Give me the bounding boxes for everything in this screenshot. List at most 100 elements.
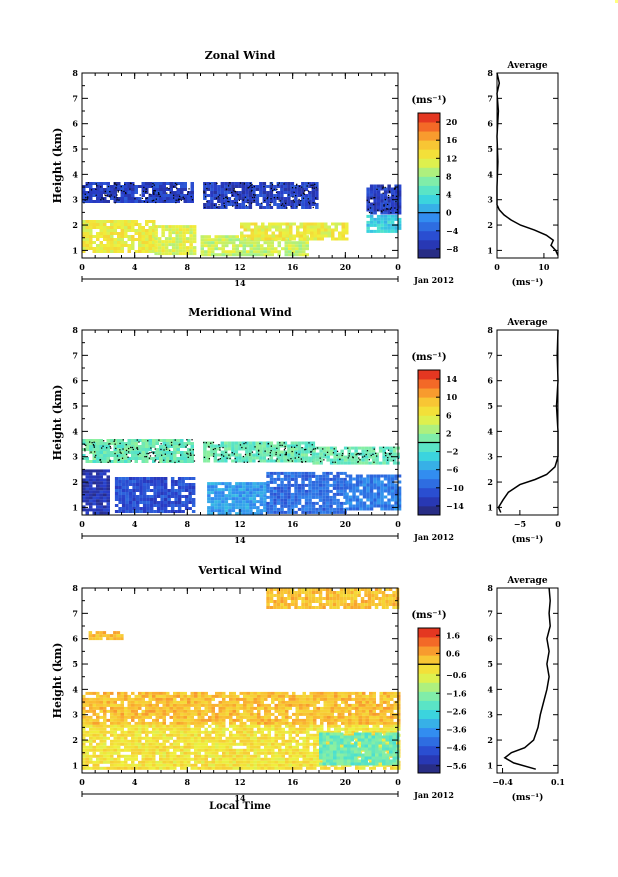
heatmap-cell <box>267 253 271 256</box>
heatmap-cell <box>100 244 104 247</box>
heatmap-cell <box>315 490 319 493</box>
heatmap-cell <box>368 447 372 450</box>
significance-dot <box>301 461 302 462</box>
heatmap-cell <box>86 200 90 203</box>
heatmap-cell <box>327 698 331 701</box>
heatmap-cell <box>273 481 277 484</box>
heatmap-cell <box>86 734 90 737</box>
heatmap-cell <box>317 226 321 229</box>
heatmap-cell <box>180 701 184 704</box>
heatmap-cell <box>135 755 139 758</box>
heatmap-cell <box>100 493 104 496</box>
heatmap-cell <box>107 250 111 253</box>
heatmap-cell <box>114 716 118 719</box>
significance-dot <box>158 194 159 195</box>
heatmap-cell <box>322 487 326 490</box>
heatmap-cell <box>157 492 161 495</box>
heatmap-cell <box>121 731 125 734</box>
heatmap-cell <box>211 509 215 512</box>
significance-dot <box>385 452 386 453</box>
heatmap-cell <box>117 223 121 226</box>
heatmap-cell <box>345 502 349 505</box>
heatmap-cell <box>128 731 132 734</box>
heatmap-cell <box>136 501 140 504</box>
heatmap-cell <box>207 485 211 488</box>
heatmap-cell <box>191 442 195 445</box>
heatmap-cell <box>173 698 177 701</box>
heatmap-cell <box>321 238 325 241</box>
heatmap-cell <box>184 755 188 758</box>
heatmap-cell <box>239 503 243 506</box>
heatmap-cell <box>243 247 247 250</box>
heatmap-cell <box>107 695 111 698</box>
significance-dot <box>221 454 222 455</box>
heatmap-cell <box>249 503 253 506</box>
heatmap-cell <box>239 506 243 509</box>
heatmap-cell <box>117 232 121 235</box>
heatmap-cell <box>193 237 197 240</box>
significance-dot <box>359 459 360 460</box>
heatmap-cell <box>302 247 306 250</box>
heatmap-cell <box>310 232 314 235</box>
heatmap-cell <box>129 507 133 510</box>
significance-dot <box>163 460 164 461</box>
heatmap-cell <box>89 226 93 229</box>
heatmap-cell <box>390 716 394 719</box>
heatmap-cell <box>156 764 160 767</box>
heatmap-cell <box>138 232 142 235</box>
heatmap-cell <box>132 495 136 498</box>
heatmap-cell <box>225 497 229 500</box>
significance-dot <box>168 188 169 189</box>
heatmap-cell <box>312 481 316 484</box>
heatmap-cell <box>387 185 391 188</box>
heatmap-cell <box>260 247 264 250</box>
heatmap-cell <box>214 185 218 188</box>
heatmap-cell <box>114 704 118 707</box>
significance-dot <box>161 455 162 456</box>
heatmap-cell <box>142 755 146 758</box>
significance-dot <box>296 206 297 207</box>
significance-dot <box>251 190 252 191</box>
heatmap-cell <box>373 230 377 233</box>
heatmap-cell <box>265 235 269 238</box>
heatmap-cell <box>229 250 233 253</box>
significance-dot <box>206 201 207 202</box>
heatmap-cell <box>191 695 195 698</box>
heatmap-cell <box>179 234 183 237</box>
heatmap-cell <box>163 197 167 200</box>
heatmap-cell <box>355 716 359 719</box>
heatmap-cell <box>366 713 370 716</box>
heatmap-cell <box>154 237 158 240</box>
heatmap-cell <box>257 722 261 725</box>
heatmap-cell <box>103 740 107 743</box>
heatmap-cell <box>117 719 121 722</box>
heatmap-cell <box>193 231 197 234</box>
significance-dot <box>191 439 192 440</box>
heatmap-region <box>203 442 315 464</box>
heatmap-cell <box>143 483 147 486</box>
heatmap-cell <box>394 490 398 493</box>
heatmap-cell <box>305 502 309 505</box>
heatmap-cell <box>96 250 100 253</box>
heatmap-cell <box>146 489 150 492</box>
heatmap-cell <box>187 698 191 701</box>
heatmap-cell <box>107 200 111 203</box>
heatmap-cell <box>284 505 288 508</box>
significance-dot <box>109 191 110 192</box>
heatmap-cell <box>221 194 225 197</box>
heatmap-cell <box>352 499 356 502</box>
heatmap-cell <box>329 490 333 493</box>
heatmap-cell <box>124 737 128 740</box>
heatmap-cell <box>201 247 205 250</box>
heatmap-cell <box>310 238 314 241</box>
profile-y-tick-label: 7 <box>487 93 493 103</box>
heatmap-cell <box>201 695 205 698</box>
heatmap-cell <box>254 698 258 701</box>
heatmap-cell <box>289 229 293 232</box>
heatmap-cell <box>233 710 237 713</box>
profile-y-tick-label: 3 <box>487 452 493 462</box>
heatmap-cell <box>100 472 104 475</box>
heatmap-cell <box>386 447 390 450</box>
heatmap-cell <box>377 487 381 490</box>
